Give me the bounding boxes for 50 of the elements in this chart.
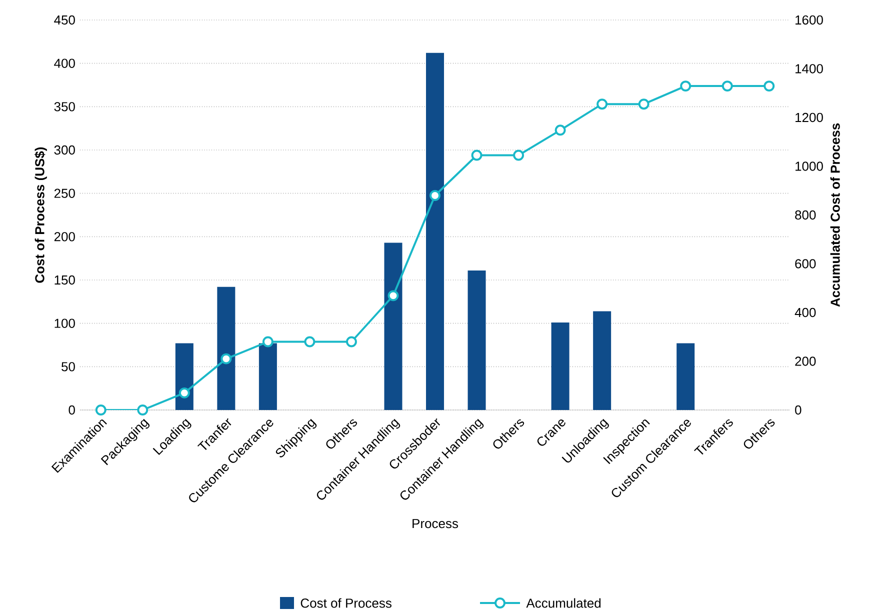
point — [346, 336, 357, 348]
y2-tick-label: 1400 — [796, 64, 823, 74]
point — [430, 190, 440, 201]
y2-tick-label: 1000 — [796, 162, 823, 171]
y2-tick-label: 400 — [794, 308, 816, 318]
point — [137, 404, 148, 416]
point — [680, 80, 692, 92]
bar — [175, 343, 194, 410]
y-tick-label: 350 — [54, 102, 75, 112]
y-tick-label: 150 — [54, 275, 75, 285]
y-tick-label: 200 — [54, 232, 75, 242]
legend-label: Accumulated — [526, 598, 601, 608]
bar — [384, 242, 402, 410]
y-tick-label: 450 — [54, 15, 75, 25]
point — [178, 387, 190, 398]
point — [554, 124, 566, 136]
y2-tick-label: 1600 — [796, 15, 823, 25]
point — [220, 353, 232, 364]
y-tick-label: 400 — [54, 58, 75, 68]
y-axis-title: Cost of Process (US$) — [34, 147, 47, 283]
y-tick-label: 100 — [54, 318, 75, 328]
point — [722, 80, 733, 92]
point — [95, 404, 106, 416]
y2-tick-label: 0 — [795, 405, 802, 415]
y2-tick-label: 1200 — [796, 112, 823, 122]
point — [513, 150, 524, 161]
point — [388, 290, 399, 302]
y2-tick-label: 200 — [795, 356, 816, 366]
y2-axis-title: Accumulated Cost of Process — [830, 123, 840, 307]
point — [304, 336, 316, 348]
bar — [217, 286, 236, 410]
point — [596, 98, 608, 110]
y-tick-label: 0 — [68, 405, 75, 415]
y2-tick-label: 800 — [795, 210, 816, 220]
bar — [593, 311, 612, 410]
y-tick-label: 250 — [54, 188, 75, 198]
x-axis-title: Process — [412, 519, 458, 528]
point — [764, 80, 775, 92]
bar — [426, 52, 444, 410]
bar — [468, 270, 486, 410]
y-tick-label: 300 — [54, 145, 75, 155]
point — [262, 336, 274, 348]
y-tick-label: 50 — [62, 362, 75, 372]
bar — [676, 343, 695, 410]
bar — [551, 322, 570, 410]
y2-tick-label: 600 — [795, 259, 816, 268]
bar — [258, 343, 277, 410]
legend-label: Cost of Process — [300, 598, 392, 608]
point — [471, 150, 482, 161]
point — [638, 98, 650, 110]
